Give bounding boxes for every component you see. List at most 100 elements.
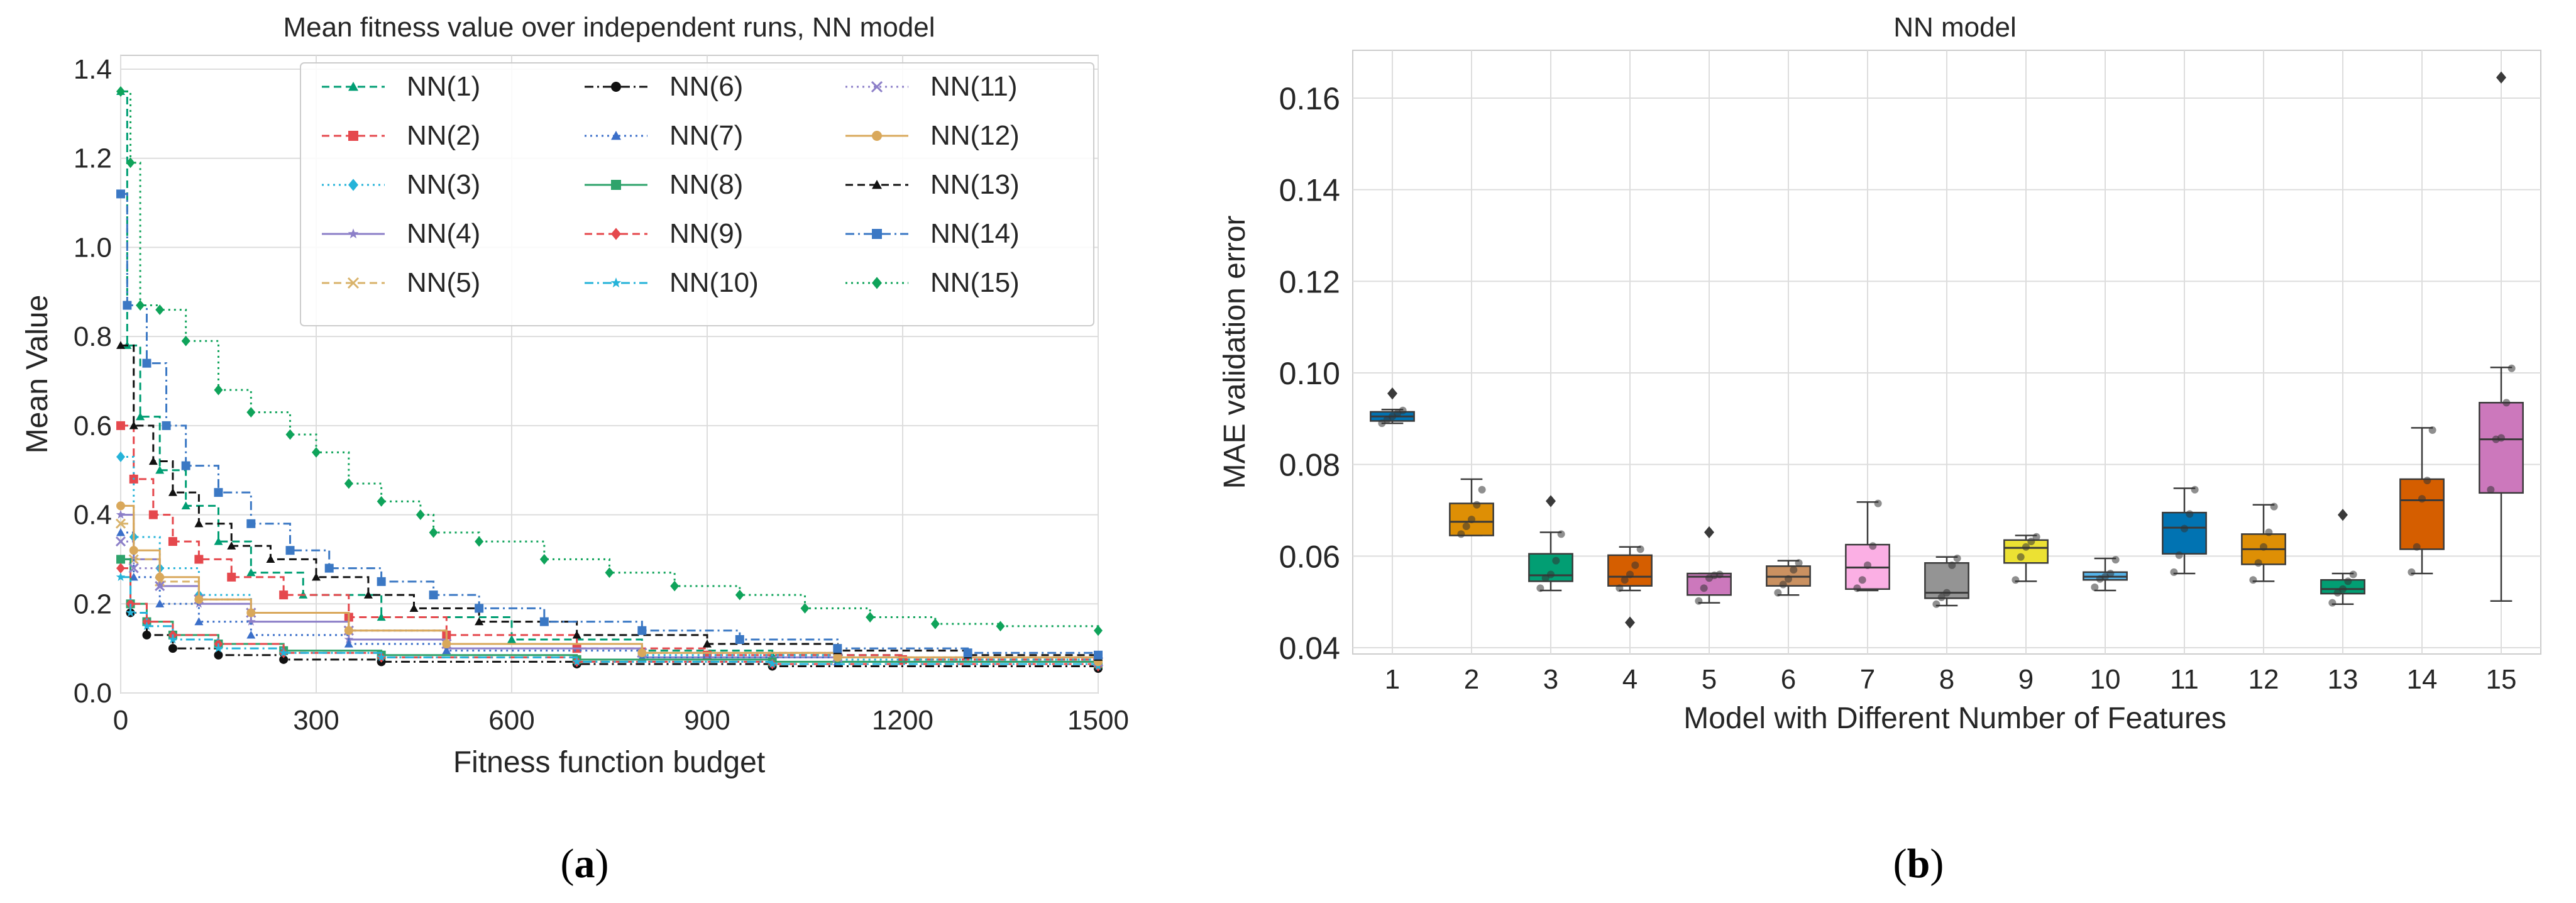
y-tick-label: 0.10 [1279, 356, 1340, 391]
series-marker [1094, 625, 1103, 636]
series-marker [214, 537, 223, 545]
data-point [2270, 502, 2278, 511]
series-marker [214, 650, 223, 660]
data-point [1468, 516, 1475, 524]
series-marker [116, 555, 125, 564]
legend-marker [611, 82, 621, 92]
series-marker [115, 536, 126, 547]
x-tick-label: 0 [113, 705, 128, 736]
legend-label: NN(7) [669, 120, 743, 151]
legend-label: NN(12) [930, 120, 1020, 151]
legend-label: NN(14) [930, 218, 1020, 249]
box-3 [1528, 495, 1573, 592]
data-point [2012, 576, 2020, 584]
series-marker [142, 621, 151, 630]
data-point [2186, 510, 2194, 518]
chart-a-ylabel: Mean Value [21, 295, 54, 454]
y-tick-label: 0.04 [1279, 631, 1340, 666]
panel-a: Mean fitness value over independent runs… [21, 12, 1129, 779]
series-marker [279, 655, 289, 664]
series-marker [507, 634, 516, 643]
series-marker [246, 519, 256, 528]
series-marker [126, 607, 135, 617]
series-marker [866, 612, 875, 623]
series-marker [416, 509, 425, 520]
box-13 [2320, 509, 2365, 607]
data-point [1864, 561, 1871, 569]
series-marker [128, 563, 139, 573]
series-marker [429, 527, 438, 538]
series-marker [168, 537, 177, 546]
x-tick-label: 600 [488, 705, 534, 736]
series-marker [148, 457, 158, 465]
legend-marker [872, 277, 882, 289]
chart-a-grid [120, 55, 1099, 694]
legend-marker [872, 131, 882, 141]
legend-marker [872, 229, 882, 239]
y-tick-label: 0.2 [74, 589, 112, 619]
data-point [1858, 576, 1866, 584]
data-point [1943, 589, 1951, 597]
box-4 [1607, 545, 1653, 629]
data-point [1774, 589, 1782, 597]
series-marker [246, 568, 256, 577]
legend-marker [610, 277, 622, 288]
y-tick-label: 1.2 [74, 143, 112, 174]
data-point [1378, 419, 1386, 428]
legend-label: NN(13) [930, 169, 1020, 200]
series-marker [833, 653, 842, 662]
data-point [2507, 364, 2516, 372]
series-marker [168, 488, 177, 496]
data-point [1536, 584, 1544, 592]
y-tick-label: 0.12 [1279, 264, 1340, 299]
data-point [2022, 543, 2030, 551]
flier-marker [2496, 71, 2506, 84]
data-point [2344, 577, 2352, 585]
box-2 [1449, 478, 1494, 538]
caption-a: (a) [561, 841, 609, 887]
series-marker [572, 656, 581, 666]
series-marker [116, 572, 126, 581]
legend-marker [611, 131, 621, 140]
data-point [2497, 434, 2505, 442]
data-point [1621, 576, 1629, 584]
box-11 [2162, 485, 2207, 576]
data-point [2349, 570, 2357, 579]
series-marker [768, 659, 777, 668]
data-point [1557, 530, 1565, 538]
y-tick-label: 1.0 [74, 232, 112, 263]
x-tick-label: 15 [2486, 664, 2517, 695]
data-point [1874, 499, 1882, 507]
x-tick-label: 1500 [1067, 705, 1129, 736]
data-point [2027, 538, 2035, 546]
series-marker [572, 630, 581, 639]
data-point [1478, 485, 1486, 494]
series-marker [246, 630, 256, 639]
series-marker [266, 555, 275, 563]
series-marker [116, 421, 125, 430]
x-tick-label: 5 [1702, 664, 1717, 695]
y-tick-label: 0.4 [74, 500, 112, 531]
series-marker [126, 157, 135, 169]
data-point [2191, 485, 2199, 494]
data-point [2091, 583, 2099, 591]
x-tick-label: 1200 [872, 705, 933, 736]
series-marker [155, 304, 165, 316]
series-marker [116, 452, 125, 462]
data-point [1948, 561, 1956, 569]
series-marker [377, 496, 386, 507]
data-point [2106, 570, 2115, 578]
chart-a-legend: NN(1) NN(2) NN(3) NN(4) NN(5) NN(6) NN(7) NN(8)… [300, 62, 1094, 326]
chart-a-xlabel: Fitness function budget [453, 746, 765, 779]
x-tick-label: 6 [1781, 664, 1796, 695]
series-marker [246, 407, 256, 418]
series-marker [475, 604, 484, 613]
data-point [1552, 557, 1560, 565]
data-point [1626, 570, 1634, 579]
data-point [1636, 545, 1644, 553]
series-marker [227, 541, 236, 550]
legend-label: NN(5) [407, 267, 480, 298]
box-6 [1766, 559, 1811, 597]
data-point [2408, 568, 2416, 576]
